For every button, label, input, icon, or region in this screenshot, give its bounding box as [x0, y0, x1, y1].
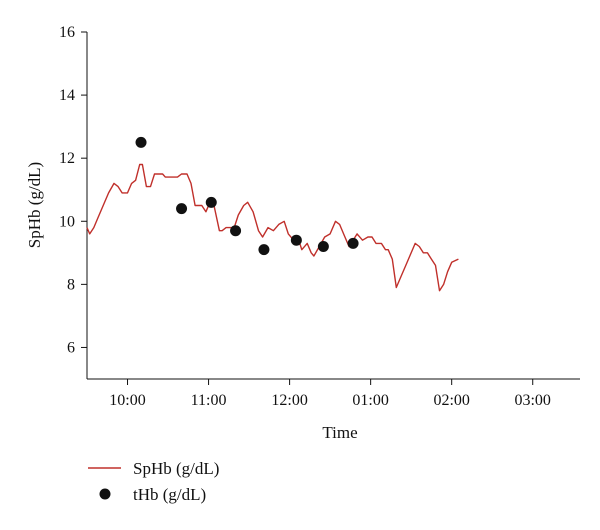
series-line-sphb	[86, 163, 459, 292]
y-tick-label: 8	[67, 276, 75, 293]
thb-point	[205, 196, 217, 208]
thb-point	[135, 136, 147, 148]
y-tick-label: 12	[59, 150, 75, 167]
legend-marker-thb	[99, 488, 111, 500]
axes	[86, 32, 580, 380]
x-axis-title: Time	[322, 423, 357, 442]
y-tick-label: 16	[59, 24, 75, 41]
y-axis-title: SpHb (g/dL)	[25, 162, 44, 248]
x-tick-label: 02:00	[433, 392, 469, 409]
x-tick-label: 12:00	[271, 392, 307, 409]
thb-point	[230, 225, 242, 237]
x-tick-label: 11:00	[191, 392, 227, 409]
thb-point	[290, 234, 302, 246]
x-ticks: 10:00 11:00 12:00 01:00 02:00 03:00	[109, 379, 551, 409]
thb-point	[347, 237, 359, 249]
legend-label-thb: tHb (g/dL)	[133, 485, 206, 504]
thb-point	[258, 244, 270, 256]
thb-point	[176, 203, 188, 215]
plot-area	[86, 136, 459, 292]
y-tick-label: 14	[59, 87, 75, 104]
legend-label-sphb: SpHb (g/dL)	[133, 459, 219, 478]
y-tick-label: 6	[67, 339, 75, 356]
x-tick-label: 10:00	[109, 392, 145, 409]
y-tick-label: 10	[59, 213, 75, 230]
x-tick-label: 03:00	[514, 392, 550, 409]
thb-point	[317, 241, 329, 253]
x-tick-label: 01:00	[352, 392, 388, 409]
y-ticks: 6 8 10 12 14 16	[59, 24, 87, 356]
legend: SpHb (g/dL) tHb (g/dL)	[88, 459, 219, 504]
